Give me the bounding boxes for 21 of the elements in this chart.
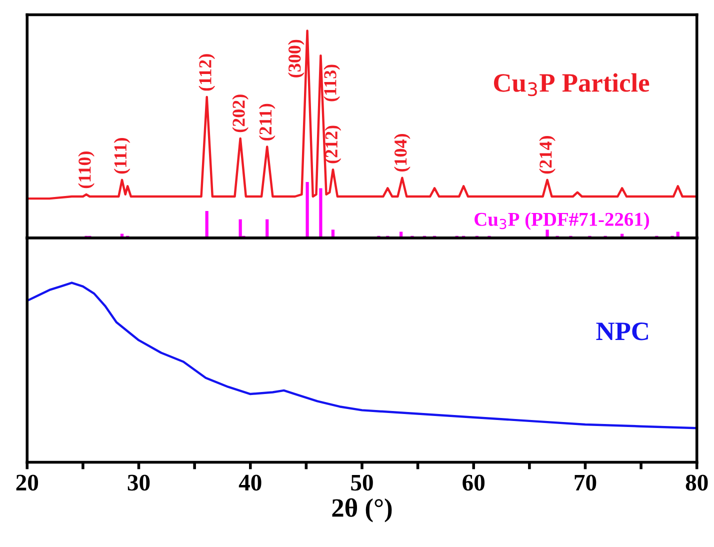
annotation: (214): [539, 136, 556, 174]
annotation: (202): [232, 94, 249, 132]
x-tick-label: 20: [16, 474, 38, 491]
text: Cu$_{3}$P Particle: [494, 73, 650, 96]
annotation: (113): [324, 64, 340, 102]
series-label: Cu$_{3}$P (PDF#71-2261): [474, 212, 650, 230]
annotation: (111): [114, 138, 130, 174]
annotation: (112): [198, 54, 216, 91]
annotation: (110): [78, 152, 94, 188]
x-tick-label: 80: [686, 474, 708, 491]
x-axis-title: 2θ (°): [332, 498, 392, 522]
annotation: (212): [324, 126, 342, 164]
x-tick-label: 60: [462, 474, 485, 491]
x-tick-label: 50: [351, 474, 373, 491]
annotation: (300): [288, 40, 304, 78]
annotation: (104): [394, 134, 410, 172]
annotation: (211): [258, 104, 276, 140]
x-tick-label: 40: [238, 474, 262, 491]
text: NPC: [596, 322, 648, 340]
x-tick-label: 30: [128, 474, 150, 491]
x-tick-label: 70: [574, 474, 596, 491]
